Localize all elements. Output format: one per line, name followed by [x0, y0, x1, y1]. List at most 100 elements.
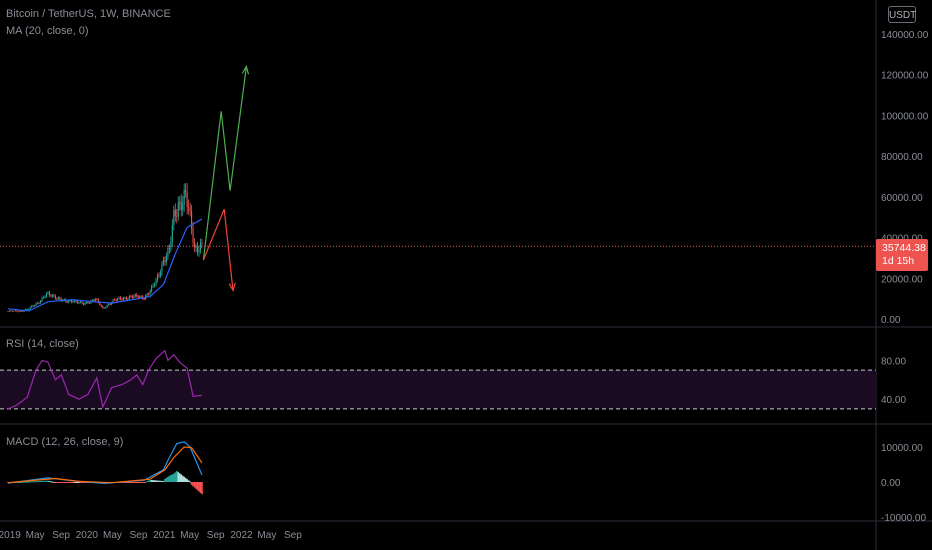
macd-histogram-bar	[38, 481, 40, 483]
candle-body	[19, 310, 21, 312]
macd-histogram-bar	[144, 481, 147, 483]
time-tick-label: 2022	[230, 530, 253, 541]
projection-red-arrow	[202, 208, 234, 291]
candle-body	[182, 203, 184, 210]
macd-histogram-bar	[196, 482, 199, 491]
macd-histogram-bar	[180, 474, 183, 482]
candle-body	[185, 190, 187, 192]
candle-body	[94, 299, 96, 301]
candle-body	[196, 246, 199, 253]
candle-body	[56, 298, 58, 300]
candle-body	[66, 301, 68, 303]
macd-histogram-bar	[199, 482, 202, 493]
candle-body	[171, 224, 173, 242]
macd-histogram-bar	[48, 480, 51, 482]
candle-body	[71, 300, 73, 302]
candle-body	[118, 297, 120, 299]
macd-histogram-bar	[183, 476, 185, 482]
candle-body	[22, 311, 24, 312]
candle-body	[69, 300, 71, 302]
macd-histogram-bar	[35, 481, 37, 483]
time-tick-label: 2021	[153, 530, 176, 541]
macd-histogram-bar	[173, 473, 175, 482]
macd-histogram-bar	[171, 474, 174, 482]
candle-body	[60, 298, 62, 301]
candle-body	[183, 190, 185, 204]
candle-body	[137, 296, 139, 298]
macd-histogram-bar	[45, 480, 48, 482]
macd-histogram-bar	[17, 481, 20, 483]
macd-histogram-bar	[41, 480, 43, 482]
currency-button[interactable]: USDT	[888, 6, 916, 23]
candle-body	[87, 301, 89, 304]
candle-body	[74, 300, 76, 302]
projection-red-arrow-head	[228, 282, 236, 293]
candle-body	[152, 285, 154, 287]
candle-body	[143, 298, 145, 300]
candle-body	[161, 263, 163, 273]
candle-body	[114, 299, 116, 301]
candle-body	[72, 301, 74, 303]
candle-body	[7, 311, 9, 313]
candle-body	[201, 242, 203, 244]
candle-body	[14, 310, 16, 312]
candle-body	[17, 311, 19, 313]
macd-histogram-bar	[198, 482, 200, 492]
candle-body	[139, 296, 141, 298]
candle-body	[79, 301, 82, 303]
macd-histogram-bar	[42, 480, 45, 482]
macd-histogram-bar	[63, 482, 66, 483]
macd-legend: MACD (12, 26, close, 9)	[6, 436, 124, 448]
candle-body	[75, 300, 77, 302]
candle-body	[112, 299, 114, 303]
candle-body	[179, 201, 181, 203]
macd-histogram-bar	[32, 481, 34, 483]
macd-histogram-bar	[189, 481, 191, 483]
candle-body	[131, 296, 133, 298]
candle-body	[40, 300, 42, 304]
candle-body	[47, 292, 49, 294]
price-tick-label: 0.00	[881, 315, 901, 326]
candle-body	[180, 201, 182, 210]
macd-histogram-bar	[66, 482, 69, 483]
time-tick-label: Sep	[284, 530, 302, 541]
candle-body	[13, 310, 15, 312]
candle-body	[96, 299, 98, 300]
macd-histogram-bar	[54, 482, 57, 483]
macd-histogram-bar	[190, 482, 193, 485]
macd-tick-label: 0.00	[881, 478, 901, 489]
candle-body	[164, 259, 166, 263]
candle-body	[122, 297, 125, 300]
macd-histogram-bar	[70, 482, 73, 483]
candle-body	[31, 305, 33, 308]
candle-body	[32, 305, 34, 307]
candle-body	[25, 309, 27, 311]
candle-body	[133, 295, 135, 298]
rsi-tick-label: 80.00	[881, 356, 906, 367]
candle-body	[106, 305, 108, 308]
macd-histogram-bar	[130, 482, 132, 483]
candle-body	[20, 310, 22, 312]
ma20-line	[7, 218, 203, 312]
macd-histogram-bar	[149, 479, 151, 482]
time-tick-label: May	[257, 530, 276, 541]
candle-body	[108, 304, 110, 306]
candle-body	[77, 301, 79, 304]
candle-body	[29, 307, 31, 310]
candle-body	[119, 297, 122, 300]
candle-body	[170, 241, 172, 250]
macd-histogram-bar	[27, 481, 30, 483]
candle-body	[136, 294, 138, 297]
macd-histogram-bar	[72, 482, 74, 483]
candle-body	[102, 306, 104, 309]
macd-histogram-bar	[84, 482, 86, 483]
macd-histogram-bar	[165, 477, 168, 482]
price-tick-label: 60000.00	[881, 193, 923, 204]
macd-histogram-bar	[175, 471, 178, 482]
macd-histogram-bar	[150, 479, 153, 482]
macd-histogram-bar	[24, 481, 27, 483]
candle-body	[125, 297, 127, 300]
candle-body	[78, 302, 80, 304]
macd-histogram-bar	[127, 482, 129, 483]
